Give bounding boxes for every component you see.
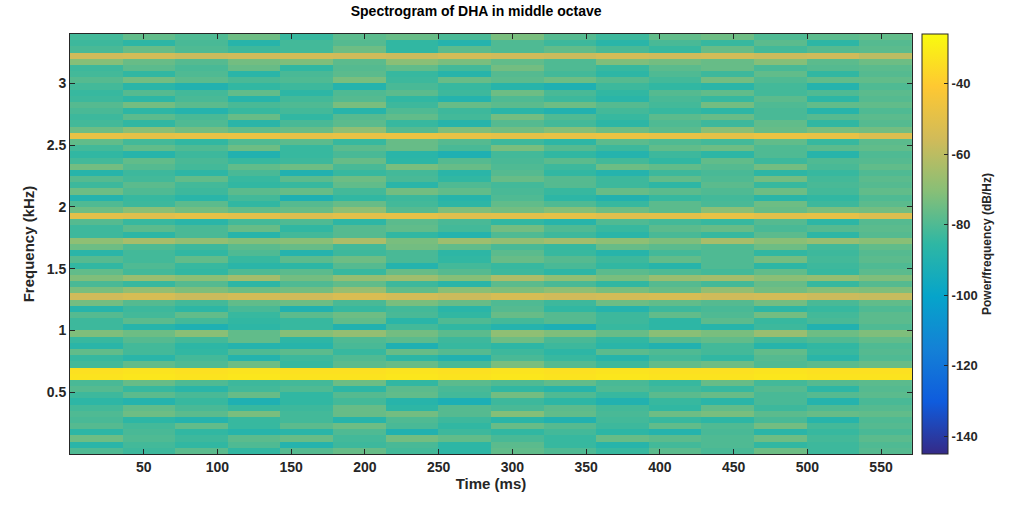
svg-text:1.5: 1.5 <box>47 261 67 277</box>
svg-text:400: 400 <box>648 459 672 475</box>
svg-text:2.5: 2.5 <box>47 137 67 153</box>
svg-text:Frequency (kHz): Frequency (kHz) <box>20 186 37 303</box>
svg-text:250: 250 <box>427 459 451 475</box>
svg-text:3: 3 <box>58 75 66 91</box>
svg-text:-80: -80 <box>952 217 971 232</box>
svg-text:-40: -40 <box>952 76 971 91</box>
svg-text:450: 450 <box>722 459 746 475</box>
svg-text:0.5: 0.5 <box>47 384 67 400</box>
svg-text:150: 150 <box>280 459 304 475</box>
svg-text:200: 200 <box>353 459 377 475</box>
svg-text:50: 50 <box>136 459 152 475</box>
svg-text:-100: -100 <box>952 288 978 303</box>
svg-text:Spectrogram of DHA in middle o: Spectrogram of DHA in middle octave <box>351 3 602 19</box>
svg-text:550: 550 <box>869 459 893 475</box>
svg-text:100: 100 <box>206 459 230 475</box>
svg-text:-120: -120 <box>952 358 978 373</box>
svg-text:-140: -140 <box>952 429 978 444</box>
svg-text:500: 500 <box>796 459 820 475</box>
svg-text:Power/frequency (dB/Hz): Power/frequency (dB/Hz) <box>980 173 994 315</box>
svg-text:1: 1 <box>58 322 66 338</box>
svg-text:-60: -60 <box>952 147 971 162</box>
svg-text:350: 350 <box>574 459 598 475</box>
svg-text:300: 300 <box>501 459 525 475</box>
svg-text:2: 2 <box>58 199 66 215</box>
svg-text:Time (ms): Time (ms) <box>456 475 527 492</box>
